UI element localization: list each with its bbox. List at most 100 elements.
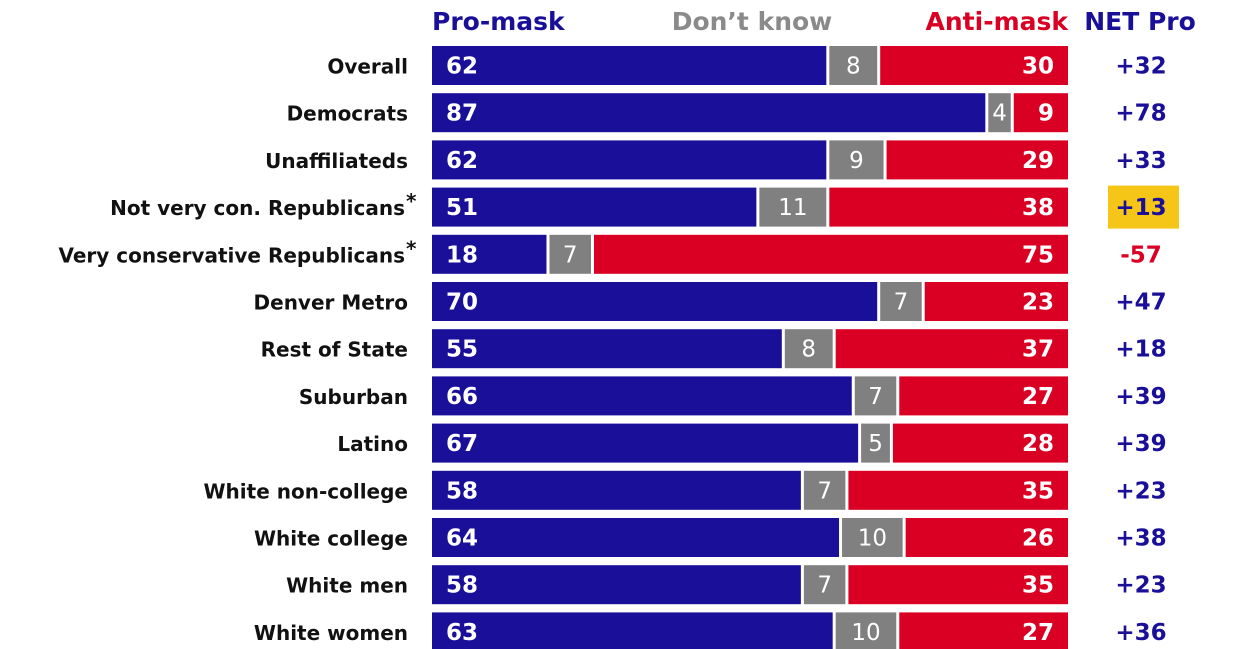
value-label-pro-mask: 18	[446, 242, 478, 268]
category-label: Overall	[327, 55, 408, 79]
bar-anti-mask	[905, 518, 1068, 557]
net-value: +39	[1115, 384, 1166, 410]
bar-dont-know	[784, 329, 833, 369]
value-label-pro-mask: 66	[446, 384, 478, 410]
net-value: +23	[1115, 478, 1166, 504]
bar-anti-mask	[848, 470, 1068, 510]
net-value: +47	[1115, 290, 1166, 316]
net-value: +33	[1115, 148, 1166, 174]
net-value: +23	[1115, 573, 1166, 599]
value-label-pro-mask: 64	[446, 526, 478, 552]
value-label-pro-mask: 87	[446, 101, 478, 127]
bar-dont-know	[549, 234, 591, 274]
value-label-anti-mask: 30	[1022, 54, 1054, 80]
category-label: Denver Metro	[254, 291, 408, 315]
net-highlight	[1108, 185, 1179, 229]
value-label-dont-know: 10	[858, 526, 887, 552]
value-label-anti-mask: 38	[1022, 195, 1054, 221]
value-label-pro-mask: 58	[446, 478, 478, 504]
header-anti-mask: Anti-mask	[926, 7, 1070, 36]
footnote-mark: *	[406, 236, 417, 260]
value-label-anti-mask: 27	[1022, 620, 1054, 646]
bar-anti-mask	[848, 565, 1068, 605]
value-label-pro-mask: 62	[446, 148, 478, 174]
bar-anti-mask	[899, 376, 1068, 416]
value-label-dont-know: 7	[894, 290, 909, 316]
value-label-dont-know: 4	[992, 101, 1007, 127]
net-value: +38	[1115, 526, 1166, 552]
value-label-dont-know: 9	[849, 148, 864, 174]
value-label-dont-know: 7	[817, 478, 832, 504]
value-label-dont-know: 11	[778, 195, 807, 221]
bar-anti-mask	[835, 329, 1068, 369]
category-label: Latino	[337, 432, 408, 456]
bar-anti-mask	[1013, 93, 1068, 133]
value-label-anti-mask: 26	[1022, 526, 1054, 552]
value-label-anti-mask: 75	[1022, 242, 1054, 268]
bar-anti-mask	[880, 46, 1068, 85]
value-label-dont-know: 8	[846, 54, 861, 80]
bar-dont-know	[829, 46, 878, 85]
value-label-dont-know: 10	[851, 620, 880, 646]
value-label-dont-know: 7	[868, 384, 883, 410]
value-label-anti-mask: 23	[1022, 290, 1054, 316]
value-label-anti-mask: 28	[1022, 431, 1054, 457]
value-label-anti-mask: 29	[1022, 148, 1054, 174]
bar-anti-mask	[594, 234, 1068, 274]
bar-pro-mask	[432, 565, 801, 605]
value-label-pro-mask: 67	[446, 431, 478, 457]
value-label-anti-mask: 35	[1022, 478, 1054, 504]
bar-dont-know	[880, 282, 922, 321]
footnote-mark: *	[406, 189, 417, 213]
category-label: Suburban	[299, 385, 408, 409]
bar-pro-mask	[432, 376, 852, 416]
value-label-pro-mask: 58	[446, 573, 478, 599]
category-label: Not very con. Republicans	[110, 196, 405, 220]
bar-pro-mask	[432, 612, 833, 649]
bar-pro-mask	[432, 423, 859, 463]
net-value: -57	[1120, 242, 1162, 268]
value-label-pro-mask: 62	[446, 54, 478, 80]
bar-anti-mask	[924, 282, 1068, 321]
bar-anti-mask	[899, 612, 1068, 649]
header-pro-mask: Pro-mask	[432, 7, 566, 36]
net-value: +39	[1115, 431, 1166, 457]
value-label-dont-know: 7	[563, 242, 578, 268]
category-label: White non-college	[203, 479, 408, 503]
net-value: +36	[1115, 620, 1166, 646]
bar-dont-know	[829, 140, 884, 180]
bar-dont-know	[835, 612, 897, 649]
bar-anti-mask	[829, 187, 1068, 227]
bar-pro-mask	[432, 518, 840, 557]
value-label-anti-mask: 9	[1038, 101, 1054, 127]
value-label-dont-know: 8	[801, 337, 816, 363]
value-label-pro-mask: 70	[446, 290, 478, 316]
value-label-dont-know: 5	[868, 431, 883, 457]
value-label-anti-mask: 35	[1022, 573, 1054, 599]
value-label-pro-mask: 63	[446, 620, 478, 646]
bar-pro-mask	[432, 329, 782, 369]
value-label-dont-know: 7	[817, 573, 832, 599]
category-label: Unaffiliateds	[265, 149, 408, 173]
bar-dont-know	[803, 470, 846, 510]
net-value: +13	[1115, 195, 1166, 221]
value-label-pro-mask: 55	[446, 337, 478, 363]
category-label: White men	[286, 574, 408, 598]
bar-pro-mask	[432, 93, 986, 133]
net-value: +18	[1115, 337, 1166, 363]
bar-pro-mask	[432, 140, 827, 180]
bar-dont-know	[759, 187, 827, 227]
value-label-anti-mask: 37	[1022, 337, 1054, 363]
bar-pro-mask	[432, 470, 801, 510]
category-label: Very conservative Republicans	[58, 243, 405, 267]
bar-pro-mask	[432, 234, 547, 274]
bar-dont-know	[842, 518, 903, 557]
bar-pro-mask	[432, 282, 878, 321]
bar-pro-mask	[432, 46, 827, 85]
net-value: +32	[1115, 54, 1166, 80]
bar-dont-know	[988, 93, 1011, 133]
bar-dont-know	[803, 565, 846, 605]
header-net-pro: NET Pro	[1084, 7, 1196, 36]
